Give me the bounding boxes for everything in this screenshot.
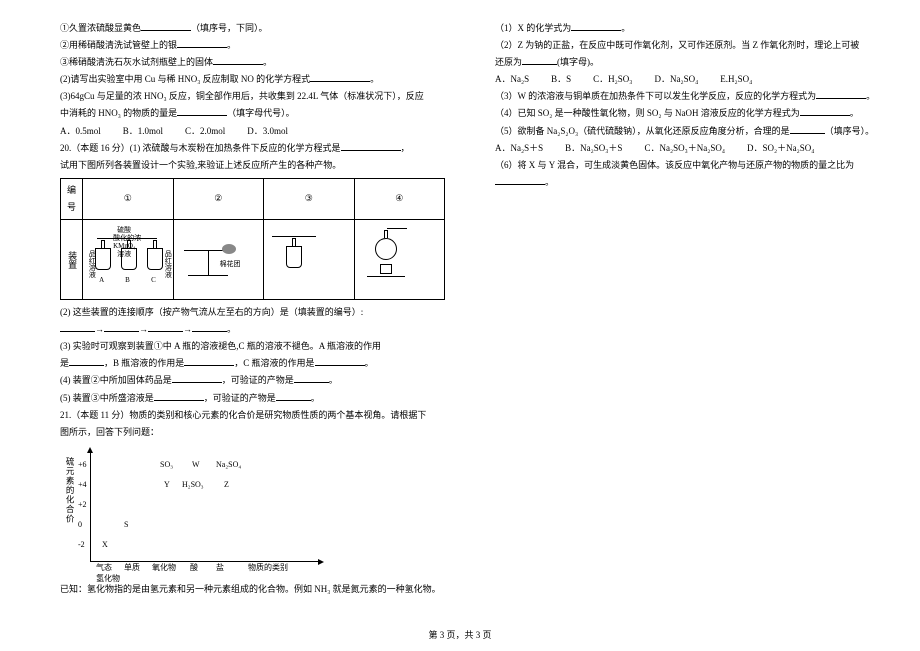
options-19: A．0.5molB．1.0molC．2.0molD．3.0mol bbox=[60, 123, 445, 140]
valence-chart: 硫元素的化合价 +6 +4 +2 0 -2 SO₃ W Na₂SO₄ Y H₂S… bbox=[60, 447, 320, 577]
line: （3）W 的浓溶液与铜单质在加热条件下可以发生化学反应，反应的化学方程式为。 bbox=[495, 88, 880, 105]
line: ①久置浓硫酸显黄色（填序号，下同）。 bbox=[60, 20, 445, 37]
line: (5) 装置③中所盛溶液是，可验证的产物是。 bbox=[60, 390, 445, 407]
page: ①久置浓硫酸显黄色（填序号，下同）。 ②用稀硝酸清洗试管壁上的银。 ③稀硝酸清洗… bbox=[0, 0, 920, 628]
line: 。 bbox=[495, 174, 880, 191]
line: 是，B 瓶溶液的作用是，C 瓶溶液的作用是。 bbox=[60, 355, 445, 372]
line: 图所示，回答下列问题： bbox=[60, 424, 445, 441]
line: 中消耗的 HNO₃ 的物质的量是（填字母代号）。 bbox=[60, 105, 445, 122]
apparatus-1: 硫酸 酸化的浓 KMnO₄ 溶液 品红溶液 品红溶液 A B C bbox=[83, 220, 173, 300]
options-2: A．Na₂SB．SC．H₂SO₃D．Na₂SO₄E.H₂SO₄ bbox=[495, 71, 880, 88]
line: (3)64gCu 与足量的浓 HNO₃ 反应，铜全部作用后，共收集到 22.4L… bbox=[60, 88, 445, 105]
apparatus-4 bbox=[354, 220, 445, 300]
line: 20.（本题 16 分）(1) 浓硫酸与木炭粉在加热条件下反应的化学方程式是， bbox=[60, 140, 445, 157]
page-footer: 第 3 页，共 3 页 bbox=[0, 628, 920, 641]
line: ②用稀硝酸清洗试管壁上的银。 bbox=[60, 37, 445, 54]
line: (2)请写出实验室中用 Cu 与稀 HNO₃ 反应制取 NO 的化学方程式。 bbox=[60, 71, 445, 88]
line: （5）欲制备 Na₂S₂O₃（硫代硫酸钠），从氧化还原反应角度分析，合理的是（填… bbox=[495, 123, 880, 140]
line: （1）X 的化学式为。 bbox=[495, 20, 880, 37]
line: ③稀硝酸清洗石灰水试剂瓶壁上的固体。 bbox=[60, 54, 445, 71]
line: 试用下图所列各装置设计一个实验,来验证上述反应所产生的各种产物。 bbox=[60, 157, 445, 174]
line: →→→。 bbox=[60, 321, 445, 338]
line: (4) 装置②中所加固体药品是，可验证的产物是。 bbox=[60, 372, 445, 389]
apparatus-table: 编号 ① ② ③ ④ 装置 硫酸 酸化的浓 KMnO₄ 溶液 品红溶液 品红溶液… bbox=[60, 178, 445, 300]
left-column: ①久置浓硫酸显黄色（填序号，下同）。 ②用稀硝酸清洗试管壁上的银。 ③稀硝酸清洗… bbox=[60, 20, 445, 598]
line: (2) 这些装置的连接顺序（按产物气流从左至右的方向）是（填装置的编号）: bbox=[60, 304, 445, 321]
options-5: A．Na₂S＋SB．Na₂SO₃＋SC．Na₂SO₃＋Na₂SO₄D．SO₂＋N… bbox=[495, 140, 880, 157]
line: （4）已知 SO₂ 是一种酸性氧化物，则 SO₂ 与 NaOH 溶液反应的化学方… bbox=[495, 105, 880, 122]
apparatus-2: 棉花团 bbox=[173, 220, 263, 300]
apparatus-3 bbox=[264, 220, 354, 300]
line: 21.（本题 11 分）物质的类别和核心元素的化合价是研究物质性质的两个基本视角… bbox=[60, 407, 445, 424]
line: (3) 实验时可观察到装置①中 A 瓶的溶液褪色,C 瓶的溶液不褪色。A 瓶溶液… bbox=[60, 338, 445, 355]
right-column: （1）X 的化学式为。 （2）Z 为钠的正盐，在反应中既可作氧化剂，又可作还原剂… bbox=[495, 20, 880, 598]
line: 还原为(填字母)。 bbox=[495, 54, 880, 71]
line: （2）Z 为钠的正盐，在反应中既可作氧化剂，又可作还原剂。当 Z 作氧化剂时，理… bbox=[495, 37, 880, 54]
line: （6）将 X 与 Y 混合，可生成淡黄色固体。该反应中氧化产物与还原产物的物质的… bbox=[495, 157, 880, 174]
